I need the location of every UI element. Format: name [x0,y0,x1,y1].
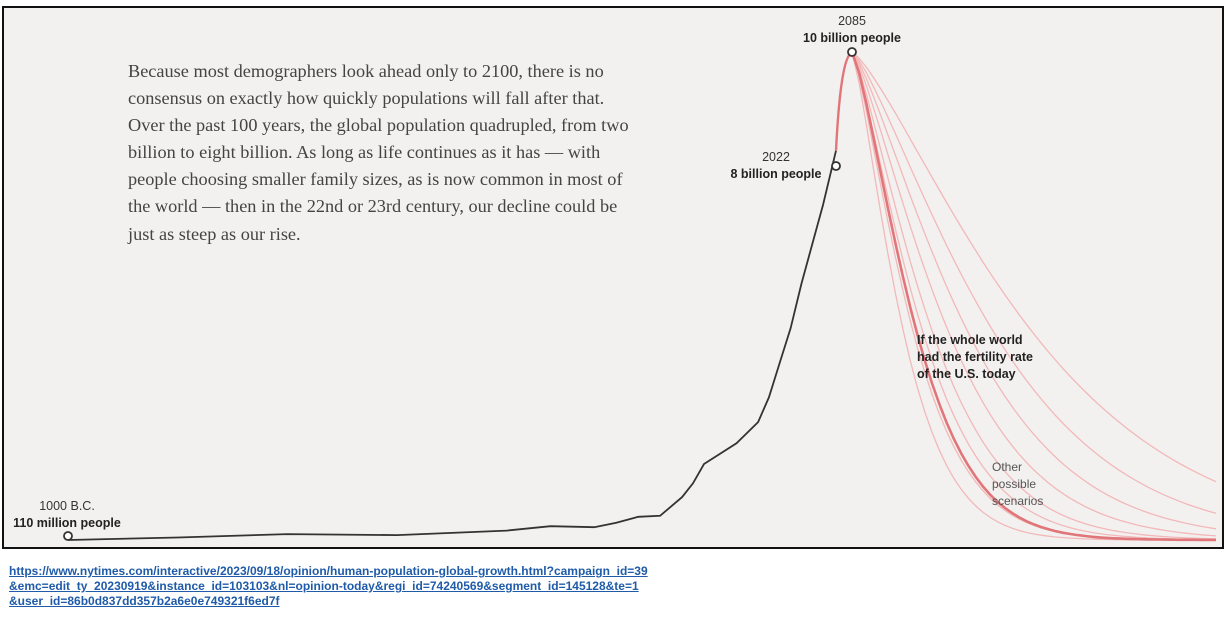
marker-1000bc [63,531,73,541]
population-chart: 1000 B.C. 110 million people 2022 8 bill… [13,14,1217,542]
projection-rise-line [834,50,853,151]
intro-paragraph: Because most demographers look ahead onl… [128,61,629,244]
chart-frame: 1000 B.C. 110 million people 2022 8 bill… [2,6,1224,549]
us-fertility-line-3: of the U.S. today [917,367,1016,381]
scenario-lines [851,51,1217,541]
annotation-us-fertility: If the whole world had the fertility rat… [917,333,1033,381]
scenario-line-8 [851,51,1217,483]
other-scenarios-line-3: scenarios [992,494,1043,508]
scenario-line-5 [851,51,1217,537]
label-2022-value: 8 billion people [731,167,822,181]
marker-2085 [847,47,857,57]
source-url-line-1: https://www.nytimes.com/interactive/2023… [9,564,648,578]
marker-2022 [831,161,841,171]
other-scenarios-line-2: possible [992,477,1036,491]
label-2085-year: 2085 [838,14,866,28]
historical-population-line [67,150,837,541]
label-1000bc-value: 110 million people [13,516,121,530]
source-url-line-3: &user_id=86b0d837dd357b2a6e0e749321f6ed7… [9,594,280,608]
label-2022-year: 2022 [762,150,790,164]
label-1000bc-year: 1000 B.C. [39,499,95,513]
us-fertility-line-2: had the fertility rate [917,350,1033,364]
source-url-link[interactable]: https://www.nytimes.com/interactive/2023… [9,564,769,609]
scenario-line-4 [851,51,1217,540]
us-fertility-scenario-line [850,51,1216,542]
annotation-other-scenarios: Other possible scenarios [992,460,1043,508]
other-scenarios-line-1: Other [992,460,1022,474]
scenario-line-6 [851,51,1217,530]
scenario-line-7 [851,51,1217,514]
label-2085-value: 10 billion people [803,31,901,45]
source-url-line-2: &emc=edit_ty_20230919&instance_id=103103… [9,579,639,593]
us-fertility-line-1: If the whole world [917,333,1023,347]
